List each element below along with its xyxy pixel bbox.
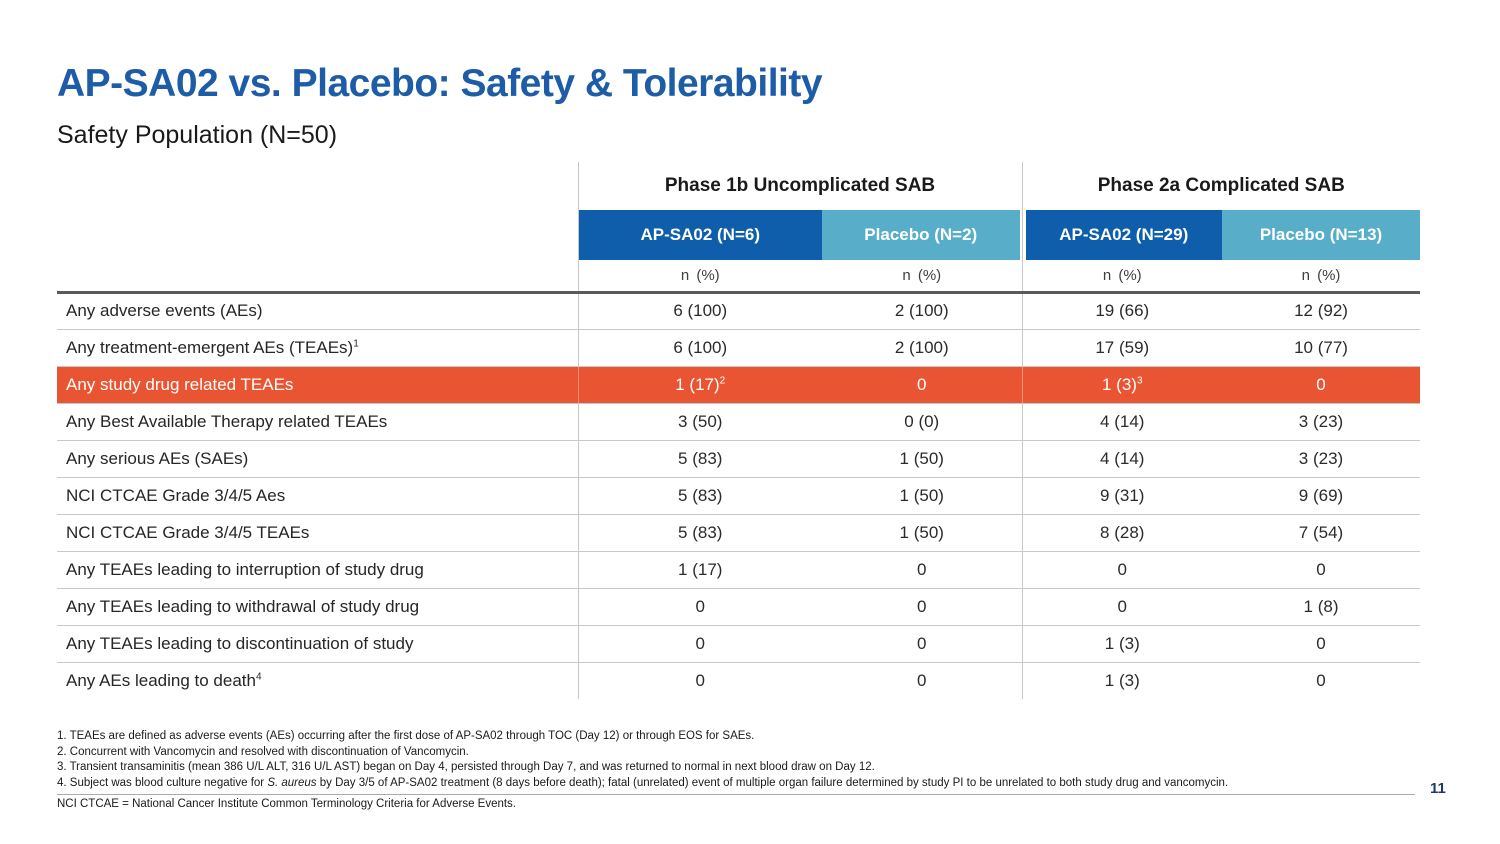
table-cell: 0 [822, 551, 1023, 589]
row-label: NCI CTCAE Grade 3/4/5 TEAEs [57, 514, 578, 552]
page-subtitle: Safety Population (N=50) [57, 121, 338, 149]
table-cell: 1 (3) [1021, 625, 1223, 663]
footnote-4: 4. Subject was blood culture negative fo… [57, 776, 1229, 789]
empty-corner-cell [57, 210, 578, 260]
row-label: Any Best Available Therapy related TEAEs [57, 403, 578, 441]
table-column-header-row: AP-SA02 (N=6) Placebo (N=2) AP-SA02 (N=2… [57, 210, 1421, 260]
row-label: NCI CTCAE Grade 3/4/5 Aes [57, 477, 578, 515]
table-row: Any treatment-emergent AEs (TEAEs)1 6 (1… [57, 329, 1421, 367]
row-label: Any AEs leading to death4 [66, 670, 262, 690]
table-cell: 0 [1222, 551, 1421, 589]
page-title: AP-SA02 vs. Placebo: Safety & Tolerabili… [57, 62, 823, 105]
table-cell: 2 (100) [822, 292, 1023, 330]
table-row: Any serious AEs (SAEs) 5 (83) 1 (50) 4 (… [57, 440, 1421, 478]
empty-corner-cell [57, 260, 578, 294]
table-cell: 4 (14) [1021, 403, 1223, 441]
footnote-2: 2. Concurrent with Vancomycin and resolv… [57, 745, 469, 758]
table-cell: 0 [1222, 366, 1421, 404]
table-cell: 8 (28) [1021, 514, 1223, 552]
table-cell: 0 [577, 625, 822, 663]
table-cell: 1 (50) [822, 440, 1023, 478]
table-row: Any Best Available Therapy related TEAEs… [57, 403, 1421, 441]
table-cell: 6 (100) [577, 292, 822, 330]
table-cell: 1 (50) [822, 477, 1023, 515]
footnote-divider-line [57, 794, 1415, 795]
table-cell: 12 (92) [1222, 292, 1421, 330]
table-cell: 0 [1021, 588, 1223, 626]
table-cell: 0 [917, 670, 927, 690]
column-header-apsa02-n6: AP-SA02 (N=6) [577, 210, 822, 260]
row-label: Any treatment-emergent AEs (TEAEs)1 [57, 329, 578, 367]
table-cell: 0 [822, 625, 1023, 663]
table-cell: 5 (83) [577, 440, 822, 478]
table-cell: 1 (3)3 [1021, 366, 1223, 404]
table-cell: 2 (100) [822, 329, 1023, 367]
column-header-placebo-n2: Placebo (N=2) [822, 210, 1022, 260]
table-cell: 0 [1222, 625, 1421, 663]
row-label: Any study drug related TEAEs [57, 366, 578, 404]
row-label: Any serious AEs (SAEs) [57, 440, 578, 478]
table-cell: 1 (8) [1222, 588, 1421, 626]
table-cell: 19 (66) [1021, 292, 1223, 330]
unit-cell: n (%) [1222, 260, 1421, 294]
table-row: Any TEAEs leading to interruption of stu… [57, 551, 1421, 589]
safety-table: Phase 1b Uncomplicated SAB Phase 2a Comp… [57, 162, 1421, 699]
table-row: NCI CTCAE Grade 3/4/5 TEAEs 5 (83) 1 (50… [57, 514, 1421, 552]
row-label: Any TEAEs leading to interruption of stu… [57, 551, 578, 589]
table-cell: 7 (54) [1222, 514, 1421, 552]
row-label: Any TEAEs leading to discontinuation of … [57, 625, 578, 663]
table-row: Any AEs leading to death4 0 0 1 (3) 0 [57, 662, 1420, 699]
table-cell: 0 [822, 588, 1023, 626]
table-cell: 5 (83) [577, 514, 822, 552]
page-number: 11 [1430, 780, 1446, 797]
table-cell: 6 (100) [577, 329, 822, 367]
table-cell: 3 (23) [1222, 403, 1421, 441]
table-row: NCI CTCAE Grade 3/4/5 Aes 5 (83) 1 (50) … [57, 477, 1421, 515]
table-cell: 0 [577, 588, 822, 626]
group-header-phase-1b: Phase 1b Uncomplicated SAB [577, 162, 1023, 210]
table-row: Any TEAEs leading to withdrawal of study… [57, 588, 1421, 626]
table-cell: 9 (31) [1021, 477, 1223, 515]
table-cell: 0 [1021, 551, 1223, 589]
table-cell: 1 (3) [1021, 662, 1223, 699]
table-cell: 4 (14) [1021, 440, 1223, 478]
table-row: Any adverse events (AEs) 6 (100) 2 (100)… [57, 292, 1421, 330]
unit-cell: n (%) [822, 260, 1023, 294]
table-group-header-row: Phase 1b Uncomplicated SAB Phase 2a Comp… [57, 162, 1421, 210]
unit-cell: n (%) [577, 260, 822, 294]
table-cell: 17 (59) [1021, 329, 1223, 367]
species-name-italic: S. aureus [267, 776, 317, 789]
footnotes-block: 1. TEAEs are defined as adverse events (… [57, 729, 1415, 813]
abbreviation-note: NCI CTCAE = National Cancer Institute Co… [57, 798, 517, 810]
empty-corner-cell [57, 162, 578, 210]
table-cell: 9 (69) [1222, 477, 1421, 515]
footnote-3: 3. Transient transaminitis (mean 386 U/L… [57, 761, 875, 773]
table-cell: 3 (23) [1222, 440, 1421, 478]
column-header-placebo-n13: Placebo (N=13) [1222, 210, 1421, 260]
table-cell: 1 (50) [822, 514, 1023, 552]
table-cell: 5 (83) [577, 477, 822, 515]
table-unit-row: n (%) n (%) n (%) n (%) [57, 260, 1421, 294]
table-cell: 0 [822, 366, 1023, 404]
table-cell: 10 (77) [1222, 329, 1421, 367]
group-header-phase-2a: Phase 2a Complicated SAB [1021, 162, 1421, 210]
table-cell: 0 (0) [822, 403, 1023, 441]
row-label: Any TEAEs leading to withdrawal of study… [57, 588, 578, 626]
footnote-1: 1. TEAEs are defined as adverse events (… [57, 730, 755, 742]
column-header-apsa02-n29: AP-SA02 (N=29) [1021, 210, 1223, 260]
table-row-highlighted: Any study drug related TEAEs 1 (17)2 0 1… [57, 366, 1421, 404]
unit-cell: n (%) [1021, 260, 1223, 294]
table-cell: 1 (17) [577, 551, 822, 589]
table-cell: 0 [577, 662, 822, 699]
table-cell: 0 [1316, 670, 1326, 690]
table-cell: 1 (17)2 [577, 366, 822, 404]
table-cell: 3 (50) [577, 403, 822, 441]
row-label: Any adverse events (AEs) [57, 292, 578, 330]
table-row: Any TEAEs leading to discontinuation of … [57, 625, 1421, 663]
